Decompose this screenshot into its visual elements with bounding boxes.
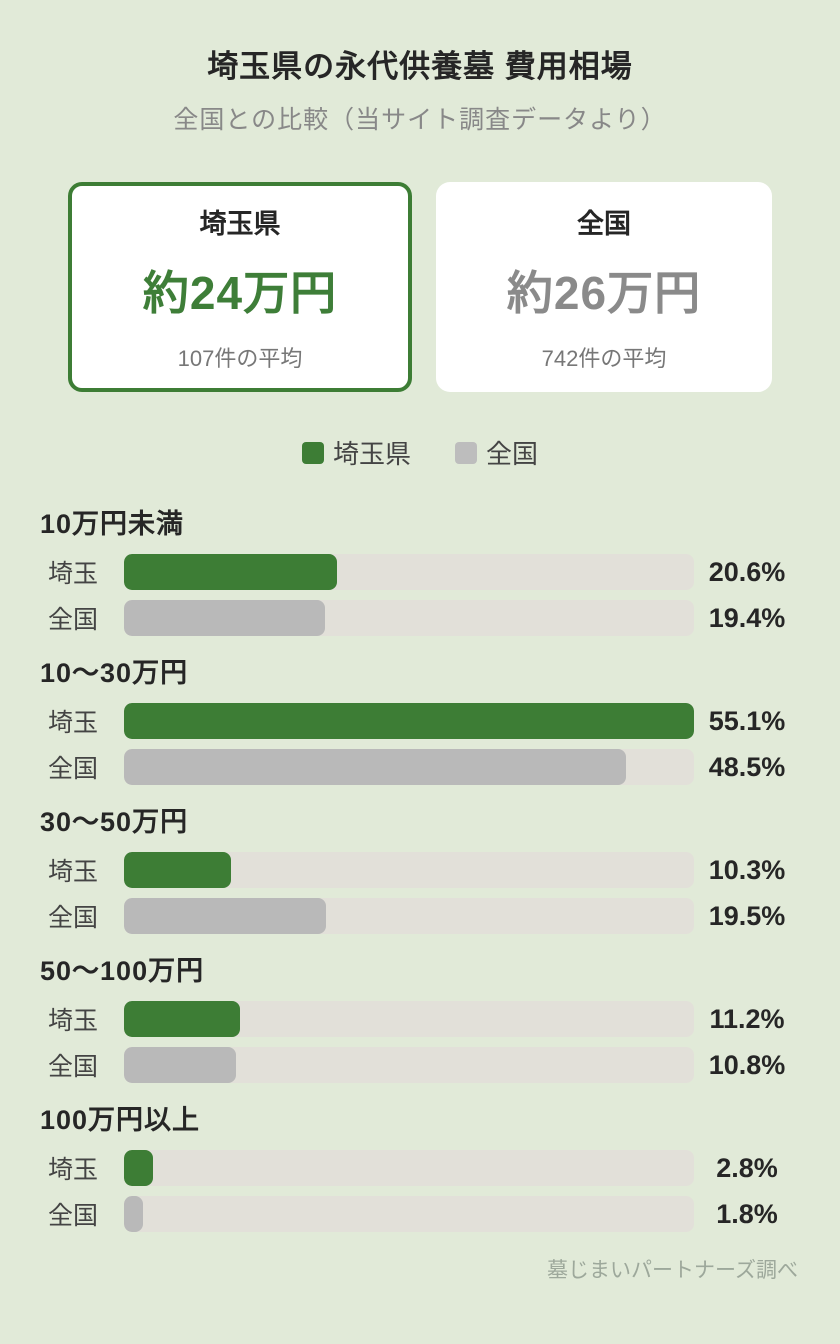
summary-card-national: 全国 約26万円 742件の平均: [436, 182, 772, 392]
bar-track: [124, 852, 694, 888]
bar-row-saitama: 埼玉 20.6%: [40, 554, 800, 590]
card-sample-note: 742件の平均: [541, 345, 667, 371]
bar-fill-national: [124, 1047, 236, 1083]
bar-fill-saitama: [124, 852, 231, 888]
bar-row-label: 埼玉: [48, 1007, 99, 1035]
card-region-name: 全国: [577, 208, 631, 239]
legend-swatch-gray-icon: [455, 441, 477, 464]
bar-track: [124, 1047, 694, 1083]
bar-row-label: 埼玉: [48, 709, 99, 737]
bar-fill-national: [124, 749, 626, 785]
source-credit: 墓じまいパートナーズ調べ: [547, 1259, 798, 1282]
page-subtitle: 全国との比較（当サイト調査データより）: [173, 106, 667, 134]
bar-row-label: 全国: [48, 1202, 99, 1230]
price-band-title: 50〜100万円: [40, 956, 205, 986]
bar-track: [124, 1150, 694, 1186]
bar-row-saitama: 埼玉 11.2%: [40, 1001, 800, 1037]
price-band-title: 100万円以上: [40, 1105, 201, 1135]
price-band-chart: 10万円未満 埼玉 20.6% 全国 19.4% 10〜30万円 埼玉: [40, 509, 800, 1232]
bar-row-label: 全国: [48, 755, 99, 783]
bar-value: 10.3%: [708, 854, 786, 885]
price-band-group-10to30: 10〜30万円 埼玉 55.1% 全国 48.5%: [40, 658, 800, 785]
price-band-group-over100: 100万円以上 埼玉 2.8% 全国 1.8%: [40, 1105, 800, 1232]
bar-value: 19.4%: [708, 602, 786, 633]
card-sample-note: 107件の平均: [177, 345, 303, 371]
bar-value: 11.2%: [709, 1003, 785, 1034]
bar-row-label: 埼玉: [48, 560, 99, 588]
bar-row-national: 全国 48.5%: [40, 749, 800, 785]
bar-fill-saitama: [124, 1150, 153, 1186]
bar-track: [124, 1001, 694, 1037]
bar-row-saitama: 埼玉 55.1%: [40, 703, 800, 739]
bar-value: 10.8%: [708, 1049, 786, 1080]
summary-card-saitama: 埼玉県 約24万円 107件の平均: [68, 182, 412, 392]
bar-track: [124, 898, 694, 934]
price-band-group-30to50: 30〜50万円 埼玉 10.3% 全国 19.5%: [40, 807, 800, 934]
bar-fill-saitama: [124, 1001, 240, 1037]
price-band-group-50to100: 50〜100万円 埼玉 11.2% 全国 10.8%: [40, 956, 800, 1083]
bar-value: 55.1%: [708, 705, 786, 736]
legend-item-saitama: 埼玉県: [301, 434, 411, 471]
chart-legend: 埼玉県 全国: [40, 434, 800, 471]
legend-item-national: 全国: [455, 434, 538, 471]
bar-row-label: 埼玉: [48, 1156, 99, 1184]
bar-value: 1.8%: [716, 1198, 778, 1229]
bar-row-saitama: 埼玉 2.8%: [40, 1150, 800, 1186]
bar-track: [124, 749, 694, 785]
bar-track: [124, 554, 694, 590]
bar-fill-national: [124, 898, 326, 934]
bar-fill-national: [124, 600, 325, 636]
legend-label: 埼玉県: [332, 439, 411, 469]
card-average-amount: 約26万円: [506, 266, 702, 319]
bar-value: 19.5%: [708, 900, 786, 931]
bar-fill-national: [124, 1196, 143, 1232]
bar-row-national: 全国 19.4%: [40, 600, 800, 636]
summary-cards: 埼玉県 約24万円 107件の平均 全国 約26万円 742件の平均: [68, 182, 772, 392]
bar-row-saitama: 埼玉 10.3%: [40, 852, 800, 888]
bar-track: [124, 600, 694, 636]
bar-row-label: 全国: [48, 606, 99, 634]
bar-fill-saitama: [124, 703, 694, 739]
bar-fill-saitama: [124, 554, 338, 590]
legend-swatch-green-icon: [301, 441, 324, 464]
price-band-title: 30〜50万円: [40, 807, 189, 837]
bar-value: 2.8%: [716, 1152, 778, 1183]
bar-row-national: 全国 19.5%: [40, 898, 800, 934]
bar-row-label: 全国: [48, 1053, 99, 1081]
card-region-name: 埼玉県: [199, 208, 281, 239]
bar-value: 48.5%: [708, 751, 786, 782]
price-band-title: 10万円未満: [40, 509, 185, 539]
bar-track: [124, 703, 694, 739]
bar-row-national: 全国 10.8%: [40, 1047, 800, 1083]
price-band-title: 10〜30万円: [40, 658, 189, 688]
price-band-group-under10: 10万円未満 埼玉 20.6% 全国 19.4%: [40, 509, 800, 636]
legend-label: 全国: [486, 439, 539, 469]
bar-track: [124, 1196, 694, 1232]
bar-value: 20.6%: [708, 556, 786, 587]
bar-row-national: 全国 1.8%: [40, 1196, 800, 1232]
card-average-amount: 約24万円: [142, 266, 338, 319]
page-title: 埼玉県の永代供養墓 費用相場: [207, 49, 633, 84]
bar-row-label: 全国: [48, 904, 99, 932]
bar-row-label: 埼玉: [48, 858, 99, 886]
